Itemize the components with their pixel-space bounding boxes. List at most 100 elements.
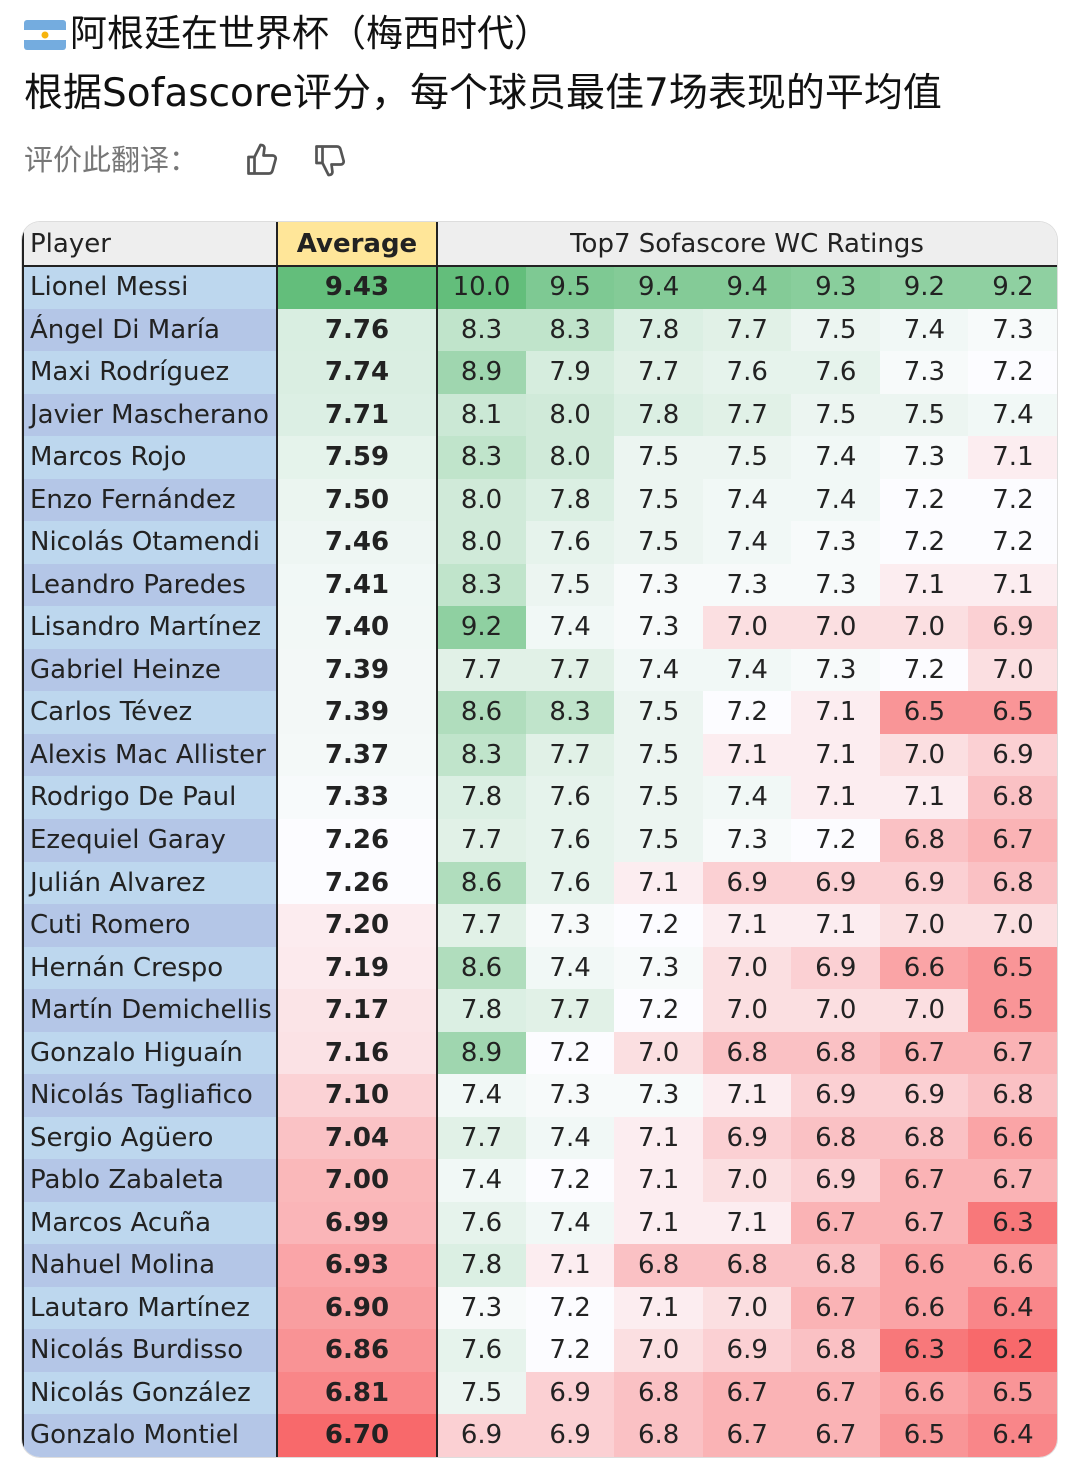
rating-value: 7.7 [437, 648, 527, 692]
header-ratings: Top7 Sofascore WC Ratings [437, 222, 1057, 266]
player-name: Lionel Messi [22, 266, 277, 310]
average-value: 9.43 [277, 266, 437, 310]
rating-value: 6.7 [968, 818, 1057, 862]
rating-value: 7.3 [791, 563, 881, 607]
post-subtitle: 根据Sofascore评分，每个球员最佳7场表现的平均值 [24, 71, 942, 116]
rating-value: 7.2 [879, 478, 969, 522]
rating-value: 7.4 [525, 946, 615, 990]
rating-value: 8.3 [437, 308, 527, 352]
rating-value: 7.5 [879, 393, 969, 437]
rating-value: 6.9 [968, 606, 1057, 650]
player-name: Alexis Mac Allister [22, 733, 277, 777]
rating-value: 7.1 [614, 861, 704, 905]
average-value: 7.74 [277, 351, 437, 395]
rating-value: 7.2 [968, 351, 1057, 395]
rating-value: 7.6 [791, 351, 881, 395]
rating-value: 7.5 [437, 1371, 527, 1415]
rating-value: 7.7 [702, 308, 792, 352]
rating-value: 6.5 [879, 1414, 969, 1457]
rating-value: 6.7 [791, 1371, 881, 1415]
rating-value: 6.7 [968, 1159, 1057, 1203]
rating-value: 8.6 [437, 946, 527, 990]
rating-value: 7.7 [525, 989, 615, 1033]
average-value: 7.59 [277, 436, 437, 480]
rating-value: 6.7 [879, 1201, 969, 1245]
rating-value: 7.8 [437, 1244, 527, 1288]
flag-icon [24, 20, 66, 50]
thumb-down[interactable] [312, 142, 348, 178]
rating-value: 7.1 [702, 904, 792, 948]
rating-value: 6.9 [702, 1116, 792, 1160]
rating-value: 6.8 [968, 1074, 1057, 1118]
rating-value: 9.2 [879, 266, 969, 310]
rating-value: 9.4 [614, 266, 704, 310]
player-name: Enzo Fernández [22, 478, 277, 522]
rating-value: 8.3 [437, 563, 527, 607]
rating-value: 7.5 [791, 308, 881, 352]
average-value: 7.76 [277, 308, 437, 352]
rating-value: 8.0 [525, 436, 615, 480]
rating-value: 9.2 [437, 606, 527, 650]
rating-value: 7.2 [879, 648, 969, 692]
rating-value: 8.6 [437, 691, 527, 735]
rating-value: 6.7 [791, 1414, 881, 1457]
rating-value: 7.6 [437, 1201, 527, 1245]
player-name: Lisandro Martínez [22, 606, 277, 650]
header-average: Average [277, 222, 437, 266]
rating-value: 6.8 [614, 1244, 704, 1288]
rating-value: 7.3 [614, 946, 704, 990]
rating-value: 7.1 [968, 436, 1057, 480]
average-value: 6.99 [277, 1201, 437, 1245]
rating-value: 6.8 [791, 1329, 881, 1373]
player-name: Leandro Paredes [22, 563, 277, 607]
rating-value: 8.0 [525, 393, 615, 437]
rating-value: 7.5 [791, 393, 881, 437]
rating-value: 7.4 [702, 478, 792, 522]
left-border [22, 222, 24, 1457]
rating-value: 6.9 [791, 1074, 881, 1118]
rating-value: 7.5 [702, 436, 792, 480]
rating-value: 7.4 [879, 308, 969, 352]
rating-value: 7.1 [879, 776, 969, 820]
rating-value: 6.9 [968, 733, 1057, 777]
player-name: Sergio Agüero [22, 1116, 277, 1160]
rating-value: 8.0 [437, 521, 527, 565]
rating-value: 7.2 [968, 521, 1057, 565]
rating-value: 7.3 [614, 606, 704, 650]
average-value: 7.26 [277, 861, 437, 905]
rating-value: 7.3 [879, 436, 969, 480]
rating-value: 7.4 [702, 648, 792, 692]
rating-value: 7.2 [879, 521, 969, 565]
rating-value: 7.3 [437, 1286, 527, 1330]
player-name: Ángel Di María [22, 308, 277, 352]
rating-value: 8.0 [437, 478, 527, 522]
rating-value: 6.7 [879, 1031, 969, 1075]
post-title: 阿根廷在世界杯（梅西时代） [70, 12, 551, 55]
rating-value: 6.6 [968, 1116, 1057, 1160]
rating-value: 6.4 [968, 1414, 1057, 1457]
player-name: Maxi Rodríguez [22, 351, 277, 395]
rating-value: 6.5 [879, 691, 969, 735]
thumb-up[interactable] [244, 142, 280, 178]
rating-value: 7.7 [437, 1116, 527, 1160]
rating-value: 7.8 [614, 308, 704, 352]
player-name: Nicolás Tagliafico [22, 1074, 277, 1118]
average-value: 7.40 [277, 606, 437, 650]
rating-value: 7.9 [525, 351, 615, 395]
column-border [276, 222, 278, 1457]
rating-value: 7.0 [791, 989, 881, 1033]
rating-value: 10.0 [437, 266, 527, 310]
player-name: Nicolás González [22, 1371, 277, 1415]
rating-value: 6.7 [791, 1201, 881, 1245]
rating-value: 7.4 [702, 521, 792, 565]
player-name: Marcos Acuña [22, 1201, 277, 1245]
average-value: 7.39 [277, 648, 437, 692]
rating-value: 8.6 [437, 861, 527, 905]
rating-value: 7.1 [791, 691, 881, 735]
rating-value: 7.3 [791, 521, 881, 565]
rating-value: 8.9 [437, 351, 527, 395]
player-name: Javier Mascherano [22, 393, 277, 437]
average-value: 7.00 [277, 1159, 437, 1203]
rating-value: 8.3 [525, 308, 615, 352]
rating-value: 7.2 [525, 1329, 615, 1373]
